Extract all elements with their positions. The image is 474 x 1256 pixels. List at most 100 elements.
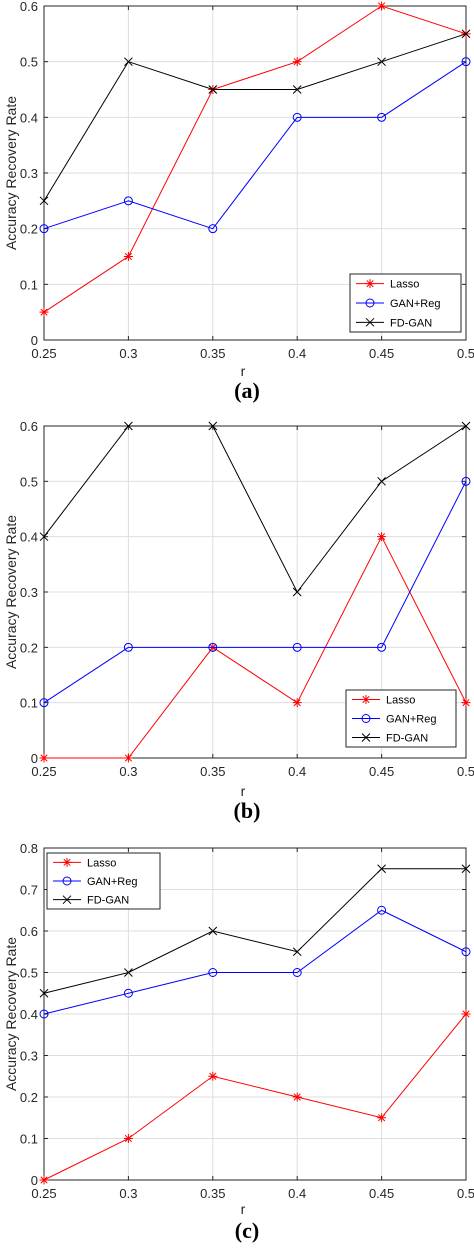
legend-entry: FD-GAN [87, 895, 129, 907]
legend-entry: Lasso [87, 857, 116, 869]
data-point [292, 642, 302, 652]
series-gan-reg [39, 57, 471, 234]
panel-caption: (c) [235, 1218, 259, 1243]
data-point [377, 1, 387, 11]
y-axis-label: Accuracy Recovery Rate [3, 96, 19, 250]
y-axis-label: Accuracy Recovery Rate [3, 937, 19, 1091]
series-line [44, 535, 467, 759]
data-point [461, 57, 471, 67]
y-tick-label: 0 [31, 751, 38, 766]
data-point [292, 85, 302, 94]
legend-marker [361, 695, 371, 704]
x-axis-label: r [241, 783, 246, 799]
series-line [43, 481, 467, 704]
legend-entry: GAN+Reg [386, 714, 436, 726]
data-point [39, 988, 49, 998]
y-tick-label: 0.1 [20, 277, 38, 292]
x-tick-label: 0.5 [457, 346, 474, 361]
legend-entry: GAN+Reg [390, 298, 440, 310]
series-fd-gan [39, 421, 471, 597]
y-tick-label: 0.4 [20, 1007, 38, 1022]
legend-marker [62, 895, 72, 905]
data-point [377, 905, 387, 915]
series-line [43, 33, 467, 202]
y-tick-label: 0.5 [20, 966, 38, 981]
data-point [461, 864, 471, 874]
data-point [208, 1071, 218, 1081]
x-axis-label: r [241, 1201, 246, 1217]
data-point [123, 642, 133, 652]
x-tick-label: 0.35 [200, 346, 225, 361]
data-point [292, 947, 302, 957]
data-point [461, 29, 471, 39]
chart-panel-3: 0.25 0.3 0.35 0.4 0.45 0.5 0 0.1 0.2 0.3 0.4 0.5 0.6… [3, 841, 474, 1243]
data-point [123, 252, 133, 261]
data-point [461, 1009, 471, 1019]
data-point [123, 1134, 133, 1143]
series-line [43, 425, 467, 593]
y-tick-label: 0.6 [20, 924, 38, 939]
data-point [123, 988, 133, 998]
y-tick-label: 0.3 [20, 166, 38, 181]
panel-caption: (a) [234, 378, 260, 403]
x-tick-label: 0.4 [288, 1186, 306, 1201]
chart-panel-2: 0.25 0.3 0.35 0.4 0.45 0.5 0 0.1 0.2 0.3 0.4 0.5 0.6… [3, 419, 474, 823]
x-tick-label: 0.35 [200, 764, 225, 779]
data-point [39, 1009, 49, 1019]
series-line [43, 909, 467, 1015]
y-tick-label: 0.8 [20, 841, 38, 856]
data-point [124, 57, 133, 67]
y-tick-label: 0.3 [20, 585, 38, 600]
data-point [292, 587, 302, 597]
data-point [377, 476, 386, 486]
legend-marker [361, 733, 371, 742]
data-point [39, 1175, 49, 1185]
data-point [461, 476, 471, 486]
x-tick-label: 0.5 [457, 1186, 474, 1201]
data-point [292, 698, 302, 708]
data-point [208, 968, 218, 977]
y-tick-label: 0.3 [20, 1049, 38, 1064]
legend: Lasso GAN+Reg FD-GAN [46, 852, 161, 910]
x-tick-label: 0.45 [369, 1186, 394, 1201]
x-tick-label: 0.4 [288, 346, 306, 361]
y-tick-label: 0.1 [20, 696, 38, 711]
data-point [377, 642, 387, 652]
data-point [39, 753, 49, 763]
data-point [208, 85, 218, 94]
x-tick-label: 0.45 [369, 346, 394, 361]
legend-marker [365, 279, 375, 289]
legend-marker [361, 714, 371, 723]
data-point [377, 57, 386, 67]
legend-marker [365, 298, 375, 308]
legend-entry: Lasso [386, 695, 415, 707]
legend-marker [62, 876, 72, 886]
y-tick-label: 0.6 [20, 419, 38, 434]
data-point [377, 864, 386, 874]
y-axis-label: Accuracy Recovery Rate [3, 515, 19, 669]
legend: Lasso GAN+Reg FD-GAN [345, 689, 457, 748]
data-point [39, 698, 49, 708]
y-tick-label: 0.6 [20, 0, 38, 14]
x-tick-label: 0.4 [288, 764, 306, 779]
data-point [39, 196, 49, 206]
data-point [123, 196, 133, 206]
data-point [39, 307, 49, 317]
y-tick-label: 0.5 [20, 55, 38, 70]
data-point [208, 642, 218, 652]
y-tick-label: 0.1 [20, 1132, 38, 1147]
data-point [292, 57, 302, 67]
series-line [43, 5, 467, 313]
legend-marker [62, 857, 72, 867]
data-point [208, 926, 218, 936]
x-tick-label: 0.25 [31, 764, 56, 779]
data-point [461, 421, 471, 431]
y-tick-label: 0.4 [20, 110, 38, 125]
data-point [377, 1113, 387, 1123]
y-tick-label: 0 [31, 333, 38, 348]
data-point [208, 421, 218, 431]
x-tick-label: 0.25 [31, 346, 56, 361]
data-point [39, 532, 49, 542]
x-axis-label: r [241, 363, 246, 379]
